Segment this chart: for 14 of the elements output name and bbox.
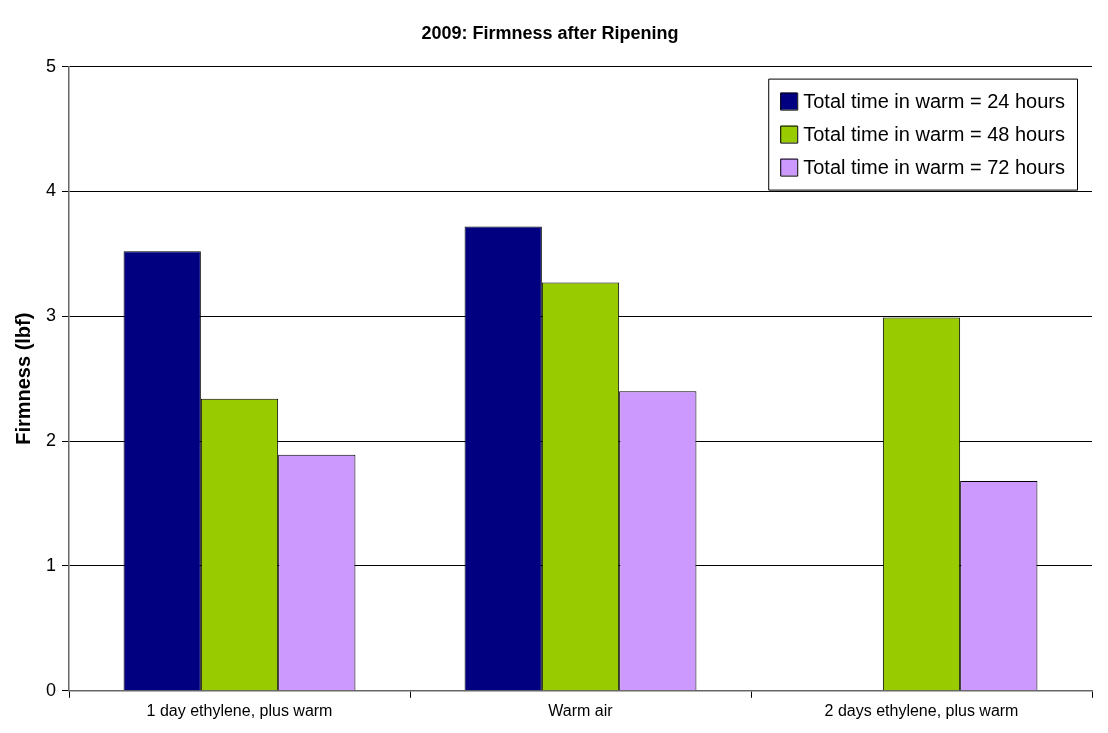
y-tick-label: 3: [46, 305, 57, 326]
y-tick-label: 2: [46, 430, 57, 451]
y-axis-title: Firmness (lbf): [11, 312, 34, 445]
y-tick-label: 1: [46, 554, 57, 575]
legend-label: Total time in warm = 24 hours: [803, 89, 1065, 112]
x-tick-label: 2 days ethylene, plus warm: [824, 701, 1019, 719]
y-tick-label: 0: [46, 679, 57, 700]
chart-title: 2009: Firmness after Ripening: [421, 22, 679, 43]
y-tick-label: 4: [46, 180, 57, 201]
x-tick-label: Warm air: [548, 701, 614, 719]
legend-label: Total time in warm = 48 hours: [803, 122, 1065, 145]
legend-label: Total time in warm = 72 hours: [803, 155, 1065, 178]
x-tick-label: 1 day ethylene, plus warm: [146, 701, 333, 719]
y-tick-label: 5: [46, 55, 57, 76]
